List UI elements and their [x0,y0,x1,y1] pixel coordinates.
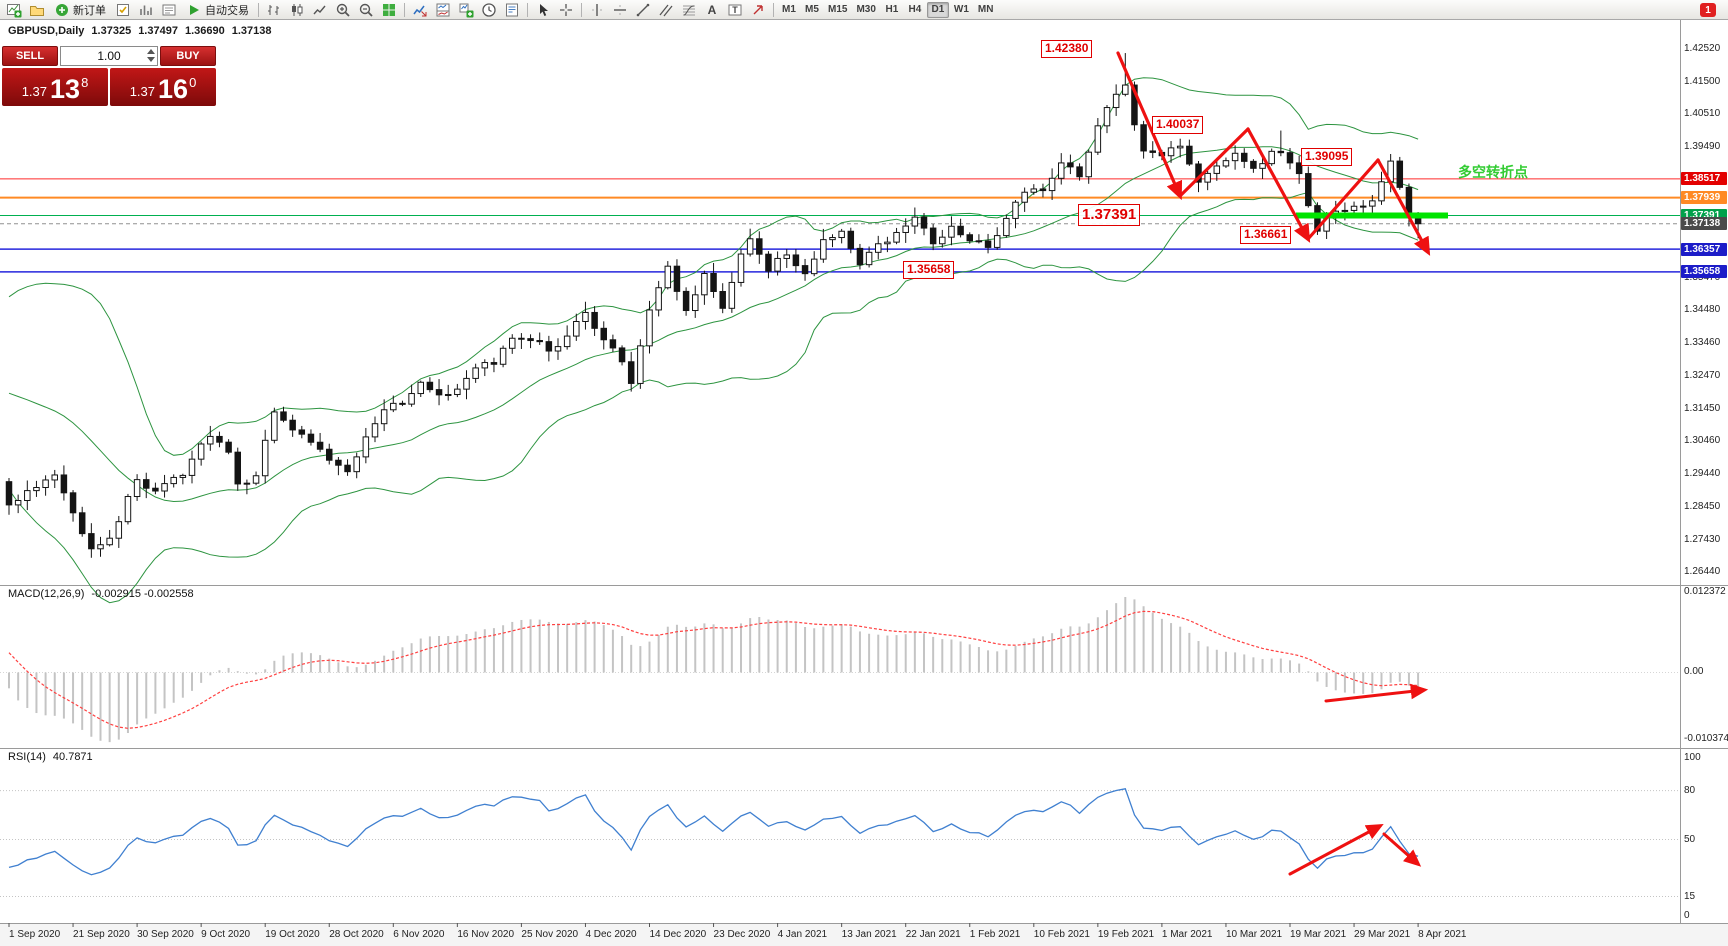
timeframe-M5[interactable]: M5 [805,4,819,15]
toolbar-terminal-icon[interactable] [158,1,180,19]
timeframe-M15[interactable]: M15 [828,4,848,15]
toolbar-cursor-icon[interactable] [532,1,554,19]
timeframe-M30[interactable]: M30 [856,4,876,15]
sell-price-figure: 1.37 [21,84,48,99]
toolbar-candle-chart-icon[interactable] [286,1,308,19]
toolbar-separator [258,2,259,17]
toolbar-vertical-line-icon[interactable] [586,1,608,19]
toolbar-indicator-window-icon[interactable] [432,1,454,19]
toolbar-separator [581,2,582,17]
price-annotation[interactable]: 1.36661 [1240,226,1292,244]
toolbar-separator [773,2,774,17]
sell-button[interactable]: SELL [2,46,58,66]
new-order-button[interactable]: 新订单 [49,1,111,19]
notification-badge[interactable]: 1 [1700,3,1716,17]
toolbar-metaeditor-icon[interactable] [112,1,134,19]
symbol-label: GBPUSD,Daily [8,25,85,37]
price-annotation[interactable]: 1.39095 [1301,148,1353,166]
chart-area[interactable] [0,20,1680,923]
timeframe-W1[interactable]: W1 [953,4,969,15]
buy-button[interactable]: BUY [160,46,216,66]
timeframe-H1[interactable]: H1 [885,4,899,15]
sell-price-display[interactable]: 1.37 13 8 [2,68,108,106]
toolbar-tile-windows-icon[interactable] [378,1,400,19]
toolbar-zoom-in-icon[interactable] [332,1,354,19]
symbol-ohlc-header: GBPUSD,Daily 1.37325 1.37497 1.36690 1.3… [8,25,271,37]
buy-price-display[interactable]: 1.37 16 0 [110,68,216,106]
svg-text:T: T [732,5,738,15]
toolbar: 新订单 自动交易 A T M1 M5 M15 M30 H1 H4 D1 W1 MN [0,0,1728,20]
toolbar-trendline-icon[interactable] [632,1,654,19]
timeframe-D1[interactable]: D1 [926,1,949,18]
one-click-trading-panel: SELL 1.00 BUY 1.37 13 8 1.37 16 0 [2,46,216,106]
auto-trading-button[interactable]: 自动交易 [181,1,254,19]
toolbar-channel-icon[interactable] [655,1,677,19]
toolbar-line-chart-icon[interactable] [309,1,331,19]
sell-price-point: 8 [81,75,89,90]
time-scale[interactable] [0,923,1728,946]
ohlc-high: 1.37497 [138,25,178,37]
buy-price-pips: 16 [158,74,189,105]
ohlc-open: 1.37325 [91,25,132,37]
toolbar-zoom-out-icon[interactable] [355,1,377,19]
price-annotation[interactable]: 1.35658 [903,261,955,279]
toolbar-text-label-icon[interactable]: T [724,1,746,19]
volume-stepper [147,49,155,62]
svg-text:A: A [708,3,717,17]
timeframe-MN[interactable]: MN [977,4,994,15]
toolbar-indicators-icon[interactable] [409,1,431,19]
toolbar-add-indicator-icon[interactable] [455,1,477,19]
toolbar-crosshair-icon[interactable] [555,1,577,19]
toolbar-new-chart-icon[interactable] [3,1,25,19]
toolbar-arrow-marker-icon[interactable] [747,1,769,19]
timeframe-M1[interactable]: M1 [782,4,796,15]
toolbar-market-watch-icon[interactable] [135,1,157,19]
price-annotation[interactable]: 1.37391 [1078,204,1141,226]
volume-value: 1.00 [97,49,121,63]
sell-price-pips: 13 [50,74,81,105]
toolbar-templates-icon[interactable] [501,1,523,19]
volume-down-button[interactable] [147,57,155,62]
toolbar-horizontal-line-icon[interactable] [609,1,631,19]
toolbar-fibonacci-icon[interactable] [678,1,700,19]
timeframe-H4[interactable]: H4 [908,4,922,15]
toolbar-separator [404,2,405,17]
toolbar-bar-chart-icon[interactable] [263,1,285,19]
ohlc-close: 1.37138 [231,25,272,37]
trend-note-text[interactable]: 多空转折点 [1458,164,1528,180]
price-annotation[interactable]: 1.40037 [1152,116,1204,134]
volume-up-button[interactable] [147,49,155,54]
toolbar-profiles-icon[interactable] [26,1,48,19]
price-annotation[interactable]: 1.42380 [1041,40,1093,58]
price-scale[interactable] [1680,20,1728,923]
toolbar-text-icon[interactable]: A [701,1,723,19]
ohlc-low: 1.36690 [184,25,225,37]
toolbar-separator [527,2,528,17]
buy-price-figure: 1.37 [129,84,156,99]
buy-price-point: 0 [189,75,197,90]
auto-trading-button-label: 自动交易 [205,4,249,17]
toolbar-periods-icon[interactable] [478,1,500,19]
volume-field[interactable]: 1.00 [60,46,158,66]
new-order-button-label: 新订单 [73,4,106,17]
